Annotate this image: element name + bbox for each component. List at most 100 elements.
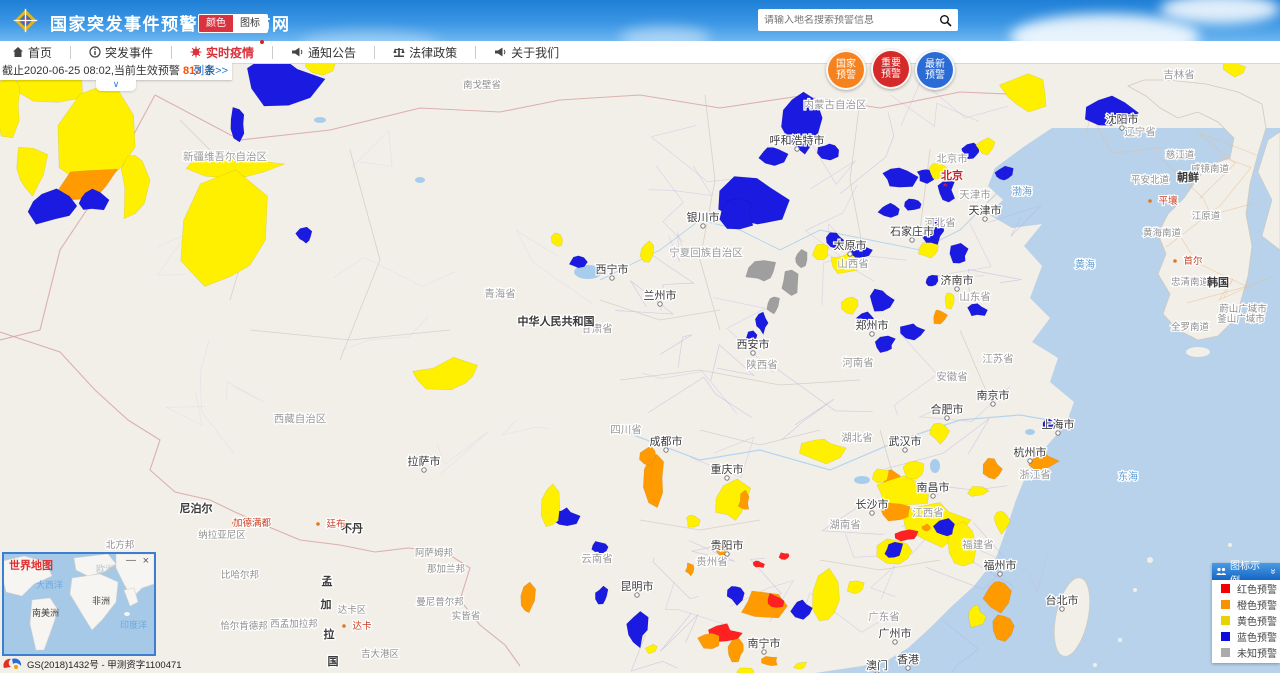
- legend-panel: 图标示例 » 红色预警 橙色预警 黄色预警 蓝色预警 未知预警: [1212, 561, 1280, 663]
- svg-text:青海省: 青海省: [484, 287, 516, 300]
- legend-title: 图标示例: [1230, 560, 1260, 587]
- svg-text:东海: 东海: [1118, 470, 1138, 483]
- virus-icon: [190, 46, 202, 58]
- divider: [171, 45, 173, 59]
- world-map-label: 非洲: [92, 596, 111, 606]
- nav-item-events[interactable]: 突发事件: [85, 44, 157, 61]
- legend-header[interactable]: 图标示例 »: [1212, 561, 1280, 587]
- nav-item-laws[interactable]: 法律政策: [389, 44, 461, 61]
- search-icon: [939, 14, 952, 27]
- svg-text:广东省: 广东省: [868, 610, 900, 623]
- svg-text:纳拉亚尼区: 纳拉亚尼区: [198, 529, 246, 541]
- blue-swatch: [1221, 631, 1230, 641]
- svg-text:黄海: 黄海: [1075, 258, 1095, 271]
- horn-icon: [292, 47, 303, 57]
- svg-text:比哈尔邦: 比哈尔邦: [221, 569, 260, 581]
- svg-text:江西省: 江西省: [912, 506, 944, 519]
- svg-text:咸镜南道: 咸镜南道: [1191, 163, 1230, 175]
- divider: [70, 45, 72, 59]
- nav-item-home[interactable]: 首页: [8, 44, 56, 61]
- svg-text:拉萨市: 拉萨市: [408, 454, 441, 468]
- svg-text:南戈壁省: 南戈壁省: [463, 79, 501, 91]
- chevrons-down-icon: »: [1267, 568, 1279, 575]
- svg-text:甘肃省: 甘肃省: [581, 322, 613, 335]
- svg-text:西安市: 西安市: [737, 337, 770, 351]
- svg-text:安徽省: 安徽省: [936, 370, 968, 383]
- main-nav: 首页 突发事件 实时疫情 通知公告: [0, 39, 1280, 64]
- map-mode-switch: 颜色 图标: [198, 14, 268, 33]
- latest-warning-button[interactable]: 最新 预警: [915, 50, 955, 90]
- svg-text:兰州市: 兰州市: [644, 288, 677, 302]
- icon-mode-button[interactable]: 图标: [233, 15, 267, 32]
- close-icon[interactable]: ×: [142, 555, 149, 567]
- svg-text:实皆省: 实皆省: [452, 610, 481, 622]
- svg-text:福州市: 福州市: [984, 558, 1017, 572]
- svg-text:山西省: 山西省: [837, 257, 869, 270]
- svg-text:太原市: 太原市: [834, 238, 867, 252]
- world-map-graphic: [4, 554, 154, 651]
- svg-text:天津市: 天津市: [959, 188, 991, 201]
- svg-text:国: 国: [328, 655, 339, 668]
- svg-text:浙江省: 浙江省: [1019, 468, 1051, 481]
- svg-text:恰尔肯德邦: 恰尔肯德邦: [220, 620, 268, 632]
- nav-item-epidemic[interactable]: 实时疫情: [186, 39, 265, 61]
- svg-text:韩国: 韩国: [1207, 275, 1229, 289]
- search-box: [758, 9, 958, 31]
- svg-text:北方邦: 北方邦: [106, 539, 135, 551]
- svg-text:成都市: 成都市: [650, 434, 683, 448]
- nav-item-notices[interactable]: 通知公告: [287, 44, 360, 61]
- warning-list-link[interactable]: 列表>>: [193, 65, 228, 77]
- color-mode-button[interactable]: 颜色: [199, 15, 233, 32]
- orange-swatch: [1221, 599, 1230, 609]
- svg-text:慈江道: 慈江道: [1166, 149, 1195, 161]
- svg-text:西藏自治区: 西藏自治区: [274, 412, 327, 425]
- svg-text:内蒙古自治区: 内蒙古自治区: [804, 98, 867, 111]
- svg-text:曼尼普尔邦: 曼尼普尔邦: [416, 596, 464, 608]
- world-map-inset[interactable]: 世界地图 — × 欧洲 大西洋 非洲 南美洲 印度洋: [2, 552, 156, 656]
- nav-item-about[interactable]: 关于我们: [490, 44, 563, 61]
- search-button[interactable]: [932, 9, 958, 31]
- gray-swatch: [1221, 647, 1230, 657]
- svg-text:合肥市: 合肥市: [931, 402, 964, 416]
- svg-text:平壤: 平壤: [1158, 195, 1178, 207]
- svg-text:香港: 香港: [897, 653, 919, 666]
- svg-text:昆明市: 昆明市: [621, 579, 654, 593]
- svg-text:吉林省: 吉林省: [1163, 68, 1195, 81]
- svg-text:重庆市: 重庆市: [711, 462, 744, 476]
- minimize-icon[interactable]: —: [126, 555, 136, 566]
- svg-text:加: 加: [320, 597, 332, 611]
- svg-text:朝鲜: 朝鲜: [1177, 170, 1199, 184]
- home-icon: [13, 47, 23, 57]
- svg-text:那加兰邦: 那加兰邦: [427, 563, 466, 575]
- cloud-decoration: [620, 26, 710, 41]
- svg-text:山东省: 山东省: [959, 290, 991, 303]
- svg-text:北京: 北京: [941, 168, 963, 182]
- svg-text:陕西省: 陕西省: [746, 358, 778, 371]
- svg-text:石家庄市: 石家庄市: [890, 224, 934, 238]
- svg-text:吉大港区: 吉大港区: [361, 648, 400, 660]
- legend-item-yellow: 黄色预警: [1212, 612, 1280, 628]
- status-collapse-toggle[interactable]: ∨: [96, 80, 136, 91]
- yellow-swatch: [1221, 615, 1230, 625]
- svg-text:云南省: 云南省: [581, 552, 613, 565]
- svg-text:黄海南道: 黄海南道: [1143, 227, 1182, 239]
- svg-text:尼泊尔: 尼泊尔: [180, 501, 213, 515]
- search-input[interactable]: [758, 14, 932, 26]
- svg-text:孟: 孟: [322, 574, 333, 588]
- important-warning-button[interactable]: 重要 预警: [871, 49, 911, 89]
- svg-text:西宁市: 西宁市: [596, 262, 629, 276]
- svg-text:宁夏回族自治区: 宁夏回族自治区: [669, 246, 743, 259]
- svg-text:新疆维吾尔自治区: 新疆维吾尔自治区: [183, 150, 267, 163]
- site-logo-icon: [13, 8, 38, 33]
- svg-text:达卡区: 达卡区: [338, 604, 367, 616]
- world-map-label: 南美洲: [32, 608, 60, 618]
- tianditu-logo-icon: [3, 658, 22, 669]
- divider: [475, 45, 477, 59]
- horn-icon: [495, 47, 506, 57]
- svg-text:南昌市: 南昌市: [917, 480, 950, 494]
- legend-item-red: 红色预警: [1212, 580, 1280, 596]
- svg-text:上海市: 上海市: [1042, 417, 1075, 431]
- national-warning-button[interactable]: 国家 预警: [826, 50, 866, 90]
